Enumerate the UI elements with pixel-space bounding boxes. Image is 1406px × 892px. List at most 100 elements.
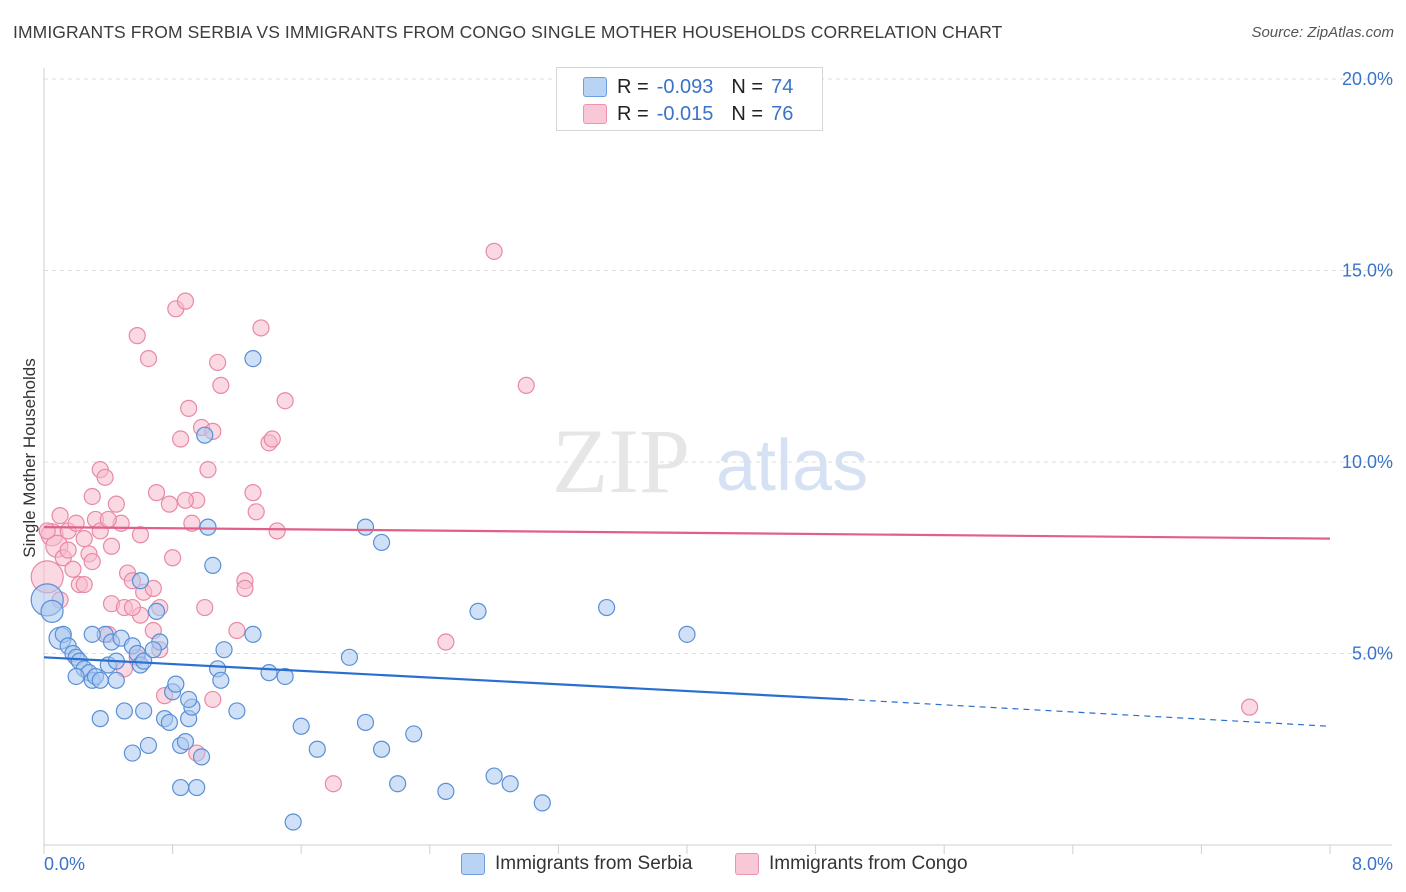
serbia-point [284, 813, 302, 831]
legend-n-label: N = [731, 102, 764, 125]
congo-point [102, 537, 121, 555]
congo-point [517, 376, 535, 394]
serbia-point [215, 641, 233, 659]
x-tick-label: 8.0% [1352, 854, 1393, 874]
source-label: Source: ZipAtlas.com [1251, 24, 1394, 41]
congo-point [209, 353, 227, 372]
legend-row-congo: R = -0.015 N = 76 [583, 102, 793, 126]
y-tick-label: 15.0% [1342, 261, 1393, 281]
congo-point [75, 529, 93, 548]
y-tick-label: 5.0% [1352, 644, 1393, 664]
serbia-point [172, 778, 190, 797]
congo-point [96, 468, 114, 486]
congo-point [176, 292, 195, 310]
congo-point [75, 575, 93, 594]
congo-swatch [583, 104, 607, 124]
serbia-point [372, 533, 391, 552]
serbia-point [212, 671, 230, 689]
legend-r-value: -0.015 [656, 102, 714, 125]
congo-point [437, 633, 455, 651]
congo-point [123, 598, 142, 617]
serbia-point [678, 625, 696, 643]
congo-point [51, 507, 69, 525]
congo-point [244, 484, 262, 502]
congo-point [228, 621, 246, 640]
serbia-point [91, 710, 109, 728]
congo-point [324, 775, 342, 793]
serbia-point [199, 518, 217, 536]
congo-legend-swatch [735, 853, 759, 875]
congo-point [99, 510, 117, 529]
legend-n-value: 76 [771, 102, 794, 125]
serbia-point [485, 767, 503, 785]
congo-point [1241, 698, 1259, 716]
serbia-point [405, 725, 423, 743]
serbia-legend-label: Immigrants from Serbia [495, 853, 693, 874]
congo-point [263, 430, 281, 448]
serbia-legend-swatch [461, 853, 485, 875]
serbia-point [533, 794, 551, 812]
congo-point [172, 430, 190, 448]
congo-points [30, 242, 1259, 793]
serbia-point [188, 778, 206, 797]
serbia-point [340, 648, 359, 666]
x-tick-label: 0.0% [44, 854, 85, 874]
legend-row-serbia: R = -0.093 N = 74 [583, 75, 793, 99]
bottom-legend-serbia: Immigrants from Serbia [461, 852, 692, 876]
x-tick-labels: 0.0% 8.0% [44, 854, 1393, 874]
serbia-point [372, 740, 391, 758]
y-tick-labels: 5.0% 10.0% 15.0% 20.0% [1342, 69, 1393, 664]
congo-point [252, 319, 270, 337]
axes [43, 68, 1392, 854]
watermark-zip: ZIP [552, 410, 690, 512]
y-tick-label: 10.0% [1342, 452, 1393, 472]
congo-point [83, 487, 101, 506]
congo-point [128, 327, 146, 345]
congo-point [160, 495, 178, 513]
serbia-point [180, 690, 198, 709]
legend-n-value: 74 [771, 75, 794, 98]
congo-point [236, 579, 254, 597]
congo-point [147, 484, 166, 502]
serbia-point [167, 675, 185, 693]
serbia-point [192, 748, 211, 766]
congo-trend-line [43, 526, 1331, 540]
congo-point [107, 495, 125, 513]
watermark-atlas: atlas [716, 426, 868, 506]
serbia-point [260, 664, 278, 682]
serbia-point [107, 671, 125, 689]
congo-point [247, 503, 265, 521]
serbia-point [437, 782, 455, 800]
congo-point [131, 526, 150, 544]
serbia-point [228, 702, 246, 720]
congo-point [276, 392, 294, 410]
congo-point [83, 552, 101, 571]
serbia-point [144, 641, 162, 659]
congo-point [196, 598, 214, 617]
serbia-point [160, 713, 178, 732]
serbia-swatch [583, 77, 607, 97]
serbia-point [244, 625, 262, 643]
serbia-point [67, 667, 85, 686]
y-tick-label: 20.0% [1342, 69, 1393, 89]
serbia-point [83, 625, 101, 643]
serbia-point [356, 518, 375, 536]
legend-r-value: -0.093 [656, 75, 714, 98]
serbia-point [244, 349, 262, 368]
congo-point [485, 242, 503, 260]
congo-point [183, 514, 201, 532]
congo-point [199, 461, 217, 479]
chart-title: IMMIGRANTS FROM SERBIA VS IMMIGRANTS FRO… [13, 22, 1003, 42]
gridlines [44, 78, 1392, 654]
serbia-point [147, 602, 166, 620]
y-axis-label: Single Mother Households [20, 358, 39, 557]
legend-n-label: N = [731, 75, 764, 98]
serbia-point [356, 713, 375, 732]
serbia-point [308, 740, 326, 758]
bottom-legend-congo: Immigrants from Congo [735, 852, 968, 876]
congo-point [139, 349, 158, 368]
serbia-point [135, 702, 153, 720]
legend-r-label: R = [617, 102, 649, 125]
serbia-point [176, 732, 195, 751]
